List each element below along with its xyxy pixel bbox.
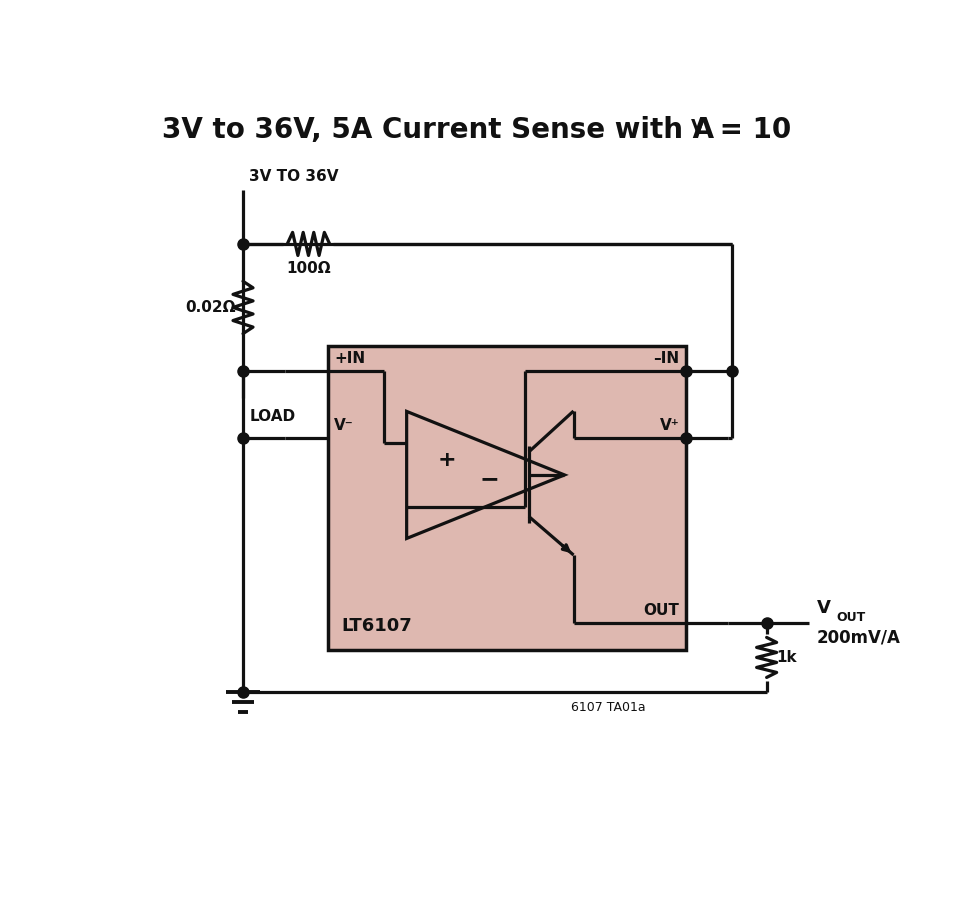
- Text: V⁺: V⁺: [659, 418, 679, 433]
- FancyBboxPatch shape: [328, 345, 685, 650]
- Text: OUT: OUT: [643, 603, 679, 618]
- Text: V: V: [816, 598, 829, 616]
- Text: V: V: [691, 118, 704, 136]
- Text: 100Ω: 100Ω: [286, 261, 330, 276]
- Text: 6107 TA01a: 6107 TA01a: [571, 701, 645, 714]
- Text: V⁻: V⁻: [333, 418, 354, 433]
- Text: −: −: [479, 466, 499, 491]
- Text: 1k: 1k: [775, 650, 796, 665]
- Text: 3V to 36V, 5A Current Sense with A: 3V to 36V, 5A Current Sense with A: [162, 116, 713, 144]
- Text: = 10: = 10: [709, 116, 791, 144]
- Text: 3V TO 36V: 3V TO 36V: [249, 169, 338, 184]
- Text: 0.02Ω: 0.02Ω: [185, 300, 235, 315]
- Text: LT6107: LT6107: [341, 617, 412, 635]
- Text: –IN: –IN: [653, 352, 679, 366]
- Text: +IN: +IN: [333, 352, 364, 366]
- Text: +: +: [437, 449, 456, 469]
- Text: LOAD: LOAD: [249, 409, 295, 424]
- Text: 200mV/A: 200mV/A: [816, 629, 899, 647]
- Polygon shape: [406, 412, 564, 538]
- Text: OUT: OUT: [835, 611, 864, 623]
